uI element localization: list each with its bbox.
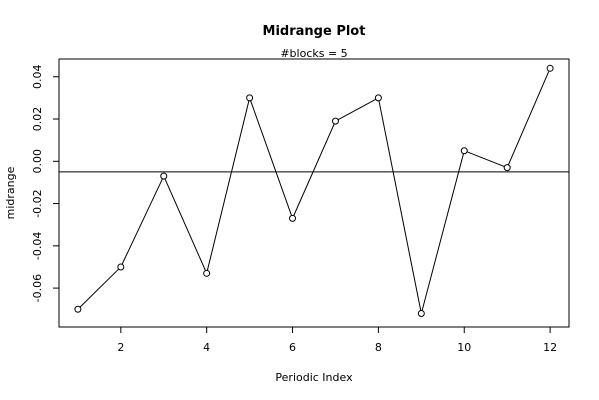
data-point (417, 309, 425, 317)
y-tick-label: 0.02 (31, 107, 44, 132)
data-point (374, 94, 382, 102)
series-line-segment (121, 178, 163, 265)
series-line-segment (293, 123, 335, 216)
data-point (160, 172, 168, 180)
plot-area: 2 4 6 8 10 12 -0.06 -0.04 -0.02 0.00 0.02 0.04 (31, 58, 570, 354)
series-line-segment (79, 268, 120, 308)
series-line-segment (421, 153, 464, 311)
data-point (117, 263, 125, 271)
x-tick-label: 6 (289, 341, 296, 354)
y-axis-label: midrange (4, 166, 17, 219)
y-tick-label: -0.06 (31, 274, 44, 302)
plot-frame (58, 58, 570, 328)
chart-title: Midrange Plot (263, 24, 366, 39)
data-point (289, 214, 297, 222)
y-tick-label: -0.04 (31, 232, 44, 260)
x-tick-label: 10 (457, 341, 471, 354)
x-axis-label: Periodic Index (275, 371, 353, 384)
data-point (503, 164, 511, 172)
series-line-segment (507, 70, 550, 166)
series-line-segment (164, 178, 206, 271)
x-tick-label: 8 (375, 341, 382, 354)
series-line-segment (466, 151, 505, 168)
y-tick-label: -0.02 (31, 189, 44, 217)
chart-subtitle: #blocks = 5 (280, 47, 347, 60)
y-tick-label: 0.00 (31, 149, 44, 174)
series-line-segment (378, 100, 422, 311)
y-tick-label: 0.04 (31, 65, 44, 90)
data-point (546, 64, 554, 72)
x-tick-label: 2 (117, 341, 124, 354)
x-tick-label: 4 (203, 341, 210, 354)
series-line-segment (206, 100, 250, 271)
data-point (246, 94, 254, 102)
data-point (331, 117, 339, 125)
data-point (203, 269, 211, 277)
x-tick-label: 12 (543, 341, 557, 354)
data-point (74, 305, 82, 313)
series-line-segment (337, 98, 376, 121)
data-point (460, 147, 468, 155)
series-line-segment (250, 100, 292, 216)
